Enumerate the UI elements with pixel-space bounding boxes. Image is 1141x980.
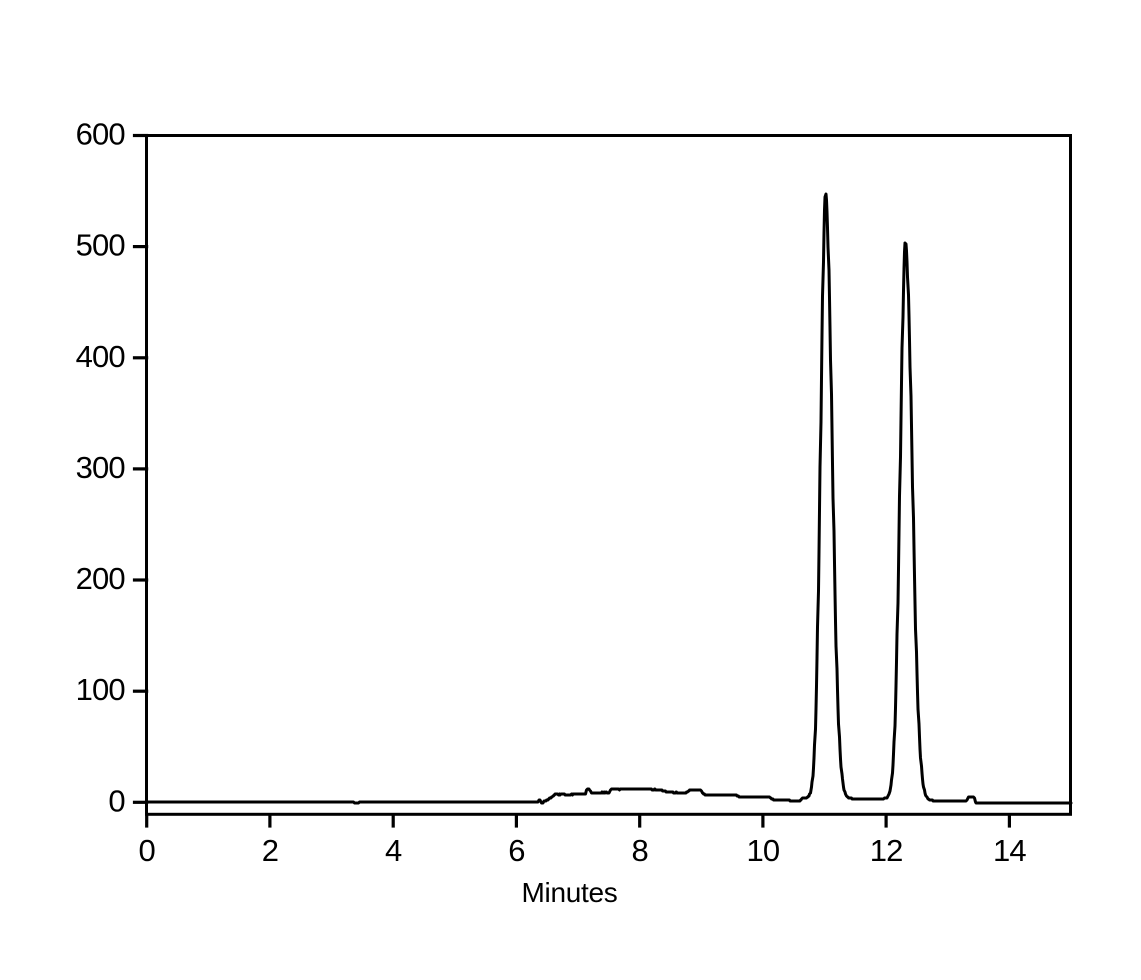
svg-text:300: 300 <box>76 450 126 485</box>
svg-text:6: 6 <box>508 833 524 868</box>
svg-text:2: 2 <box>262 833 278 868</box>
svg-text:12: 12 <box>870 833 903 868</box>
svg-text:100: 100 <box>76 672 126 707</box>
svg-text:8: 8 <box>631 833 647 868</box>
svg-text:10: 10 <box>747 833 780 868</box>
svg-text:Minutes: Minutes <box>522 877 618 908</box>
svg-text:0: 0 <box>138 833 155 868</box>
svg-text:14: 14 <box>993 833 1026 868</box>
svg-text:400: 400 <box>76 339 126 374</box>
svg-text:4: 4 <box>385 833 402 868</box>
svg-text:600: 600 <box>76 117 126 152</box>
svg-text:0: 0 <box>108 783 125 818</box>
svg-text:200: 200 <box>76 561 126 596</box>
svg-text:500: 500 <box>76 228 126 263</box>
